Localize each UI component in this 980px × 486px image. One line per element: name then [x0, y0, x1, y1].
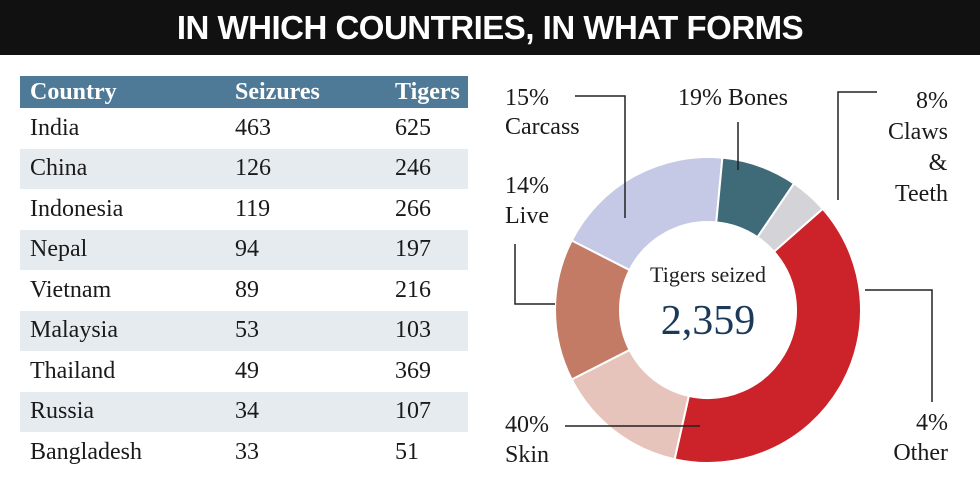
- tigers-cell: 197: [385, 229, 468, 270]
- table-row: Bangladesh 33 51: [20, 432, 468, 473]
- tigers-cell: 51: [395, 438, 419, 465]
- teeth-name-label: Teeth: [895, 181, 948, 207]
- seizures-cell: 94: [225, 229, 385, 270]
- donut-center-value: 2,359: [661, 298, 756, 344]
- claws-pct-label: 8%: [916, 88, 948, 114]
- country-cell: China: [20, 148, 225, 189]
- country-cell: Russia: [20, 391, 225, 432]
- carcass-name-label: Carcass: [505, 114, 580, 140]
- donut-center-label: Tigers seized: [650, 262, 766, 287]
- seizures-table: Country Seizures Tigers India 463 625 Chin…: [20, 76, 468, 473]
- live-leader-line: [514, 244, 555, 305]
- live-name-label: Live: [505, 203, 549, 229]
- table-row: Russia 34 107: [20, 391, 468, 432]
- table-row: Thailand 49 369: [20, 351, 468, 392]
- table-row: Vietnam 89 216: [20, 270, 468, 311]
- country-cell: Indonesia: [30, 195, 124, 222]
- seizures-cell: 463: [235, 114, 271, 141]
- seizures-cell: 49: [235, 357, 259, 384]
- page-title: IN WHICH COUNTRIES, IN WHAT FORMS: [0, 0, 980, 55]
- country-cell: Thailand: [30, 357, 116, 384]
- claws-name-label: Claws: [888, 119, 948, 145]
- column-header-country: Country: [20, 76, 225, 108]
- seizures-cell: 89: [235, 276, 259, 303]
- forms-donut-chart: 15% Carcass 19% Bones 8% Claws & Teeth 1…: [505, 85, 948, 468]
- donut-slice-skin: [673, 207, 862, 464]
- table-header-row: Country Seizures Tigers: [20, 76, 468, 108]
- country-cell: Vietnam: [30, 276, 112, 303]
- country-cell: Malaysia: [20, 310, 225, 351]
- tigers-cell: 369: [395, 357, 431, 384]
- claws-amp-label: &: [929, 150, 948, 176]
- country-cell: India: [30, 114, 80, 141]
- table-row: India 463 625: [20, 108, 468, 149]
- tigers-cell: 107: [385, 391, 468, 432]
- other-leader-line: [865, 289, 933, 402]
- table-row: Malaysia 53 103: [20, 310, 468, 351]
- table-row: Nepal 94 197: [20, 229, 468, 270]
- skin-name-label: Skin: [505, 442, 549, 468]
- claws-leader-line: [837, 91, 877, 200]
- table-row: China 126 246: [20, 148, 468, 189]
- table-row: Indonesia 119 266: [20, 189, 468, 230]
- donut-slice-carcass: [554, 239, 631, 381]
- bones-label: 19% Bones: [678, 85, 788, 111]
- column-header-tigers: Tigers: [385, 76, 468, 108]
- live-pct-label: 14%: [505, 173, 549, 199]
- seizures-cell: 53: [225, 310, 385, 351]
- seizures-cell: 34: [225, 391, 385, 432]
- country-cell: Bangladesh: [30, 438, 142, 465]
- other-pct-label: 4%: [916, 410, 948, 436]
- skin-pct-label: 40%: [505, 412, 549, 438]
- other-name-label: Other: [893, 440, 948, 466]
- tigers-cell: 266: [395, 195, 431, 222]
- column-header-seizures: Seizures: [225, 76, 385, 108]
- tigers-cell: 625: [395, 114, 431, 141]
- seizures-cell: 126: [225, 148, 385, 189]
- carcass-pct-label: 15%: [505, 85, 549, 111]
- carcass-leader-line: [575, 95, 626, 218]
- tigers-cell: 246: [385, 148, 468, 189]
- country-cell: Nepal: [20, 229, 225, 270]
- seizures-cell: 119: [235, 195, 271, 222]
- seizures-cell: 33: [235, 438, 259, 465]
- donut-slices: [554, 156, 862, 464]
- tigers-cell: 103: [385, 310, 468, 351]
- tigers-cell: 216: [395, 276, 431, 303]
